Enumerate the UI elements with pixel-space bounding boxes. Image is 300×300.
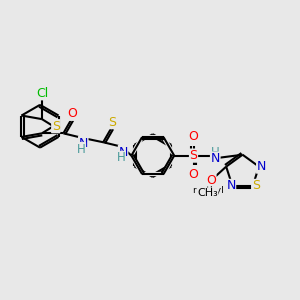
Text: S: S <box>108 116 116 129</box>
Text: N: N <box>211 152 220 165</box>
Text: O: O <box>206 174 216 187</box>
Text: N: N <box>79 136 88 150</box>
Text: O: O <box>189 168 199 181</box>
Text: S: S <box>52 120 60 133</box>
Text: S: S <box>252 179 260 192</box>
Text: H: H <box>211 146 220 158</box>
Text: Cl: Cl <box>36 87 48 100</box>
Text: CH₃: CH₃ <box>197 188 218 198</box>
Text: S: S <box>190 149 197 162</box>
Text: O: O <box>189 130 199 143</box>
Text: H: H <box>117 152 125 164</box>
Text: H: H <box>77 142 85 156</box>
Text: N: N <box>226 179 236 192</box>
Text: methyl: methyl <box>193 186 224 195</box>
Text: O: O <box>68 107 77 120</box>
Text: N: N <box>118 146 128 158</box>
Text: N: N <box>256 160 266 173</box>
